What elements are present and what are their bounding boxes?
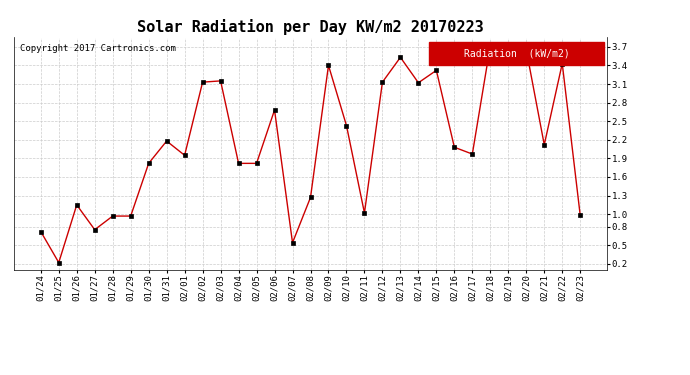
Text: Radiation  (kW/m2): Radiation (kW/m2) <box>464 48 570 58</box>
FancyBboxPatch shape <box>429 42 604 65</box>
Title: Solar Radiation per Day KW/m2 20170223: Solar Radiation per Day KW/m2 20170223 <box>137 19 484 35</box>
Text: Copyright 2017 Cartronics.com: Copyright 2017 Cartronics.com <box>20 45 176 54</box>
